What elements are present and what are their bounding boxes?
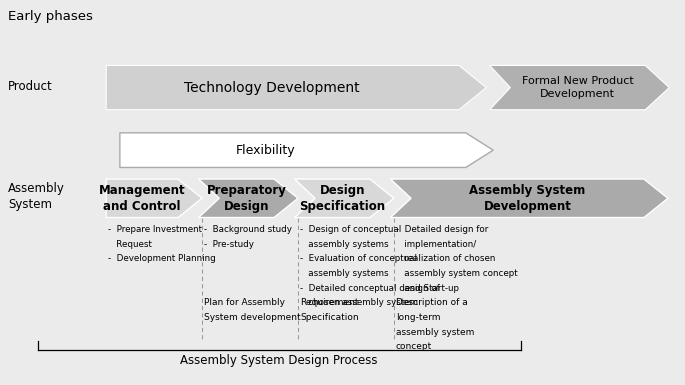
Text: Requirement: Requirement [300, 298, 358, 307]
Text: assembly systems: assembly systems [300, 269, 388, 278]
Text: Specification: Specification [300, 313, 359, 322]
Text: -  Prepare Investment: - Prepare Investment [108, 225, 202, 234]
Polygon shape [106, 65, 486, 110]
Text: Description of a: Description of a [396, 298, 468, 307]
Text: Request: Request [108, 240, 152, 249]
Text: Design
Specification: Design Specification [299, 184, 386, 213]
Text: Early phases: Early phases [8, 10, 93, 23]
Text: -  Pre-study: - Pre-study [204, 240, 254, 249]
Polygon shape [199, 179, 298, 218]
Text: -  Development Planning: - Development Planning [108, 254, 216, 263]
Polygon shape [106, 179, 202, 218]
Polygon shape [120, 133, 493, 167]
Text: Preparatory
Design: Preparatory Design [207, 184, 286, 213]
Text: long-term: long-term [396, 313, 440, 322]
Text: Assembly
System: Assembly System [8, 182, 65, 211]
Text: Formal New Product
Development: Formal New Product Development [522, 76, 634, 99]
Text: Management
and Control: Management and Control [99, 184, 186, 213]
Text: Assembly System
Development: Assembly System Development [469, 184, 586, 213]
Text: concept: concept [396, 342, 432, 351]
Polygon shape [390, 179, 668, 218]
Text: implementation/: implementation/ [396, 240, 476, 249]
Text: assembly systems: assembly systems [300, 240, 388, 249]
Text: System development: System development [204, 313, 301, 322]
Text: Technology Development: Technology Development [184, 80, 360, 95]
Text: and Start-up: and Start-up [396, 284, 459, 293]
Text: chosen assembly system: chosen assembly system [300, 298, 418, 307]
Text: Plan for Assembly: Plan for Assembly [204, 298, 285, 307]
Text: realization of chosen: realization of chosen [396, 254, 495, 263]
Text: assembly system: assembly system [396, 328, 474, 336]
Text: -  Evaluation of conceptual: - Evaluation of conceptual [300, 254, 417, 263]
Text: -  Detailed conceptual design of: - Detailed conceptual design of [300, 284, 440, 293]
Text: Assembly System Design Process: Assembly System Design Process [180, 354, 378, 367]
Text: Product: Product [8, 80, 53, 93]
Text: -  Background study: - Background study [204, 225, 292, 234]
Text: -  Detailed design for: - Detailed design for [396, 225, 488, 234]
Text: assembly system concept: assembly system concept [396, 269, 518, 278]
Text: -  Design of conceptual: - Design of conceptual [300, 225, 401, 234]
Polygon shape [295, 179, 394, 218]
Polygon shape [490, 65, 669, 110]
Text: Flexibility: Flexibility [236, 144, 295, 157]
